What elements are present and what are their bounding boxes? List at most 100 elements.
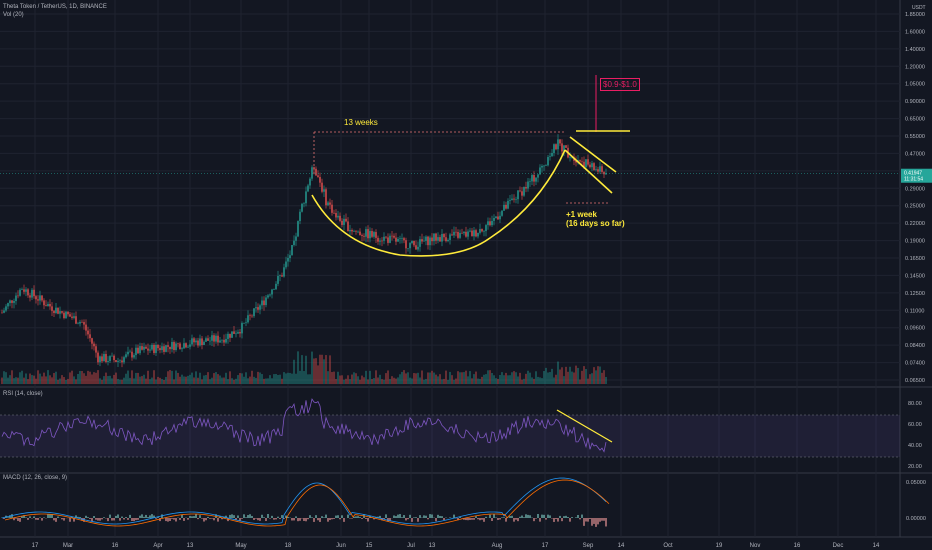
- price-axis-unit: USDT: [912, 5, 926, 11]
- candle-body: [445, 237, 447, 242]
- volume-bar: [7, 377, 9, 384]
- volume-bar: [175, 370, 177, 384]
- volume-bar: [417, 372, 419, 384]
- candle-body: [441, 234, 443, 242]
- candle-body: [219, 340, 221, 343]
- macd-histogram-bar: [151, 514, 153, 518]
- volume-legend: Vol (20): [3, 12, 24, 18]
- volume-bar: [323, 359, 325, 384]
- volume-bar: [215, 372, 217, 384]
- macd-histogram-bar: [169, 518, 171, 522]
- macd-histogram-bar: [225, 515, 227, 518]
- macd-histogram-bar: [49, 514, 51, 518]
- candle-body: [227, 333, 229, 339]
- thirteen-weeks-label: 13 weeks: [344, 118, 378, 127]
- candle-body: [133, 355, 135, 358]
- macd-histogram-bar: [243, 514, 245, 518]
- macd-histogram-bar: [599, 518, 601, 522]
- candle-body: [329, 202, 331, 205]
- macd-histogram-bar: [63, 518, 65, 521]
- candle-body: [285, 261, 287, 268]
- volume-bar: [13, 378, 15, 384]
- candle-body: [163, 346, 165, 352]
- macd-histogram-bar: [53, 518, 55, 521]
- candle-body: [179, 343, 181, 350]
- macd-histogram-bar: [463, 518, 465, 520]
- macd-histogram-bar: [579, 518, 581, 520]
- volume-bar: [603, 370, 605, 384]
- candle-body: [39, 295, 41, 301]
- macd-histogram-bar: [121, 516, 123, 518]
- macd-histogram-bar: [411, 518, 413, 522]
- volume-bar: [303, 371, 305, 384]
- macd-histogram-bar: [569, 518, 571, 522]
- macd-histogram-bar: [203, 518, 205, 522]
- macd-histogram-bar: [519, 516, 521, 518]
- macd-histogram-bar: [193, 516, 195, 518]
- volume-bar: [55, 371, 57, 384]
- macd-histogram-bar: [133, 518, 135, 522]
- candle-body: [253, 308, 255, 317]
- candle-body: [93, 343, 95, 347]
- candle-body: [495, 216, 497, 219]
- volume-bar: [601, 372, 603, 384]
- candle-body: [9, 300, 11, 304]
- volume-bar: [315, 358, 317, 384]
- macd-histogram-bar: [373, 518, 375, 520]
- candle-body: [419, 239, 421, 247]
- macd-histogram-bar: [503, 517, 505, 518]
- candle-body: [539, 167, 541, 175]
- candle-body: [427, 236, 429, 246]
- volume-bar: [149, 379, 151, 384]
- volume-bar: [189, 374, 191, 384]
- volume-bar: [11, 370, 13, 384]
- time-axis-label: 14: [873, 543, 880, 549]
- macd-histogram-bar: [269, 518, 271, 519]
- candle-body: [347, 221, 349, 232]
- macd-histogram-bar: [287, 516, 289, 518]
- candle-body: [47, 304, 49, 307]
- time-axis-label: Dec: [833, 543, 844, 549]
- volume-bar: [305, 355, 307, 384]
- volume-bar: [451, 375, 453, 384]
- volume-bar: [91, 374, 93, 384]
- macd-histogram-bar: [43, 517, 45, 518]
- macd-histogram-bar: [237, 515, 239, 518]
- candle-body: [119, 360, 121, 362]
- volume-bar: [227, 379, 229, 384]
- volume-bar: [5, 372, 7, 384]
- macd-histogram-bar: [441, 516, 443, 518]
- candle-body: [447, 239, 449, 242]
- volume-bar: [473, 374, 475, 384]
- macd-histogram-bar: [593, 518, 595, 524]
- macd-histogram-bar: [565, 515, 567, 518]
- volume-bar: [331, 372, 333, 384]
- candle-body: [129, 351, 131, 353]
- volume-bar: [271, 378, 273, 384]
- volume-bar: [481, 376, 483, 384]
- macd-histogram-bar: [567, 517, 569, 518]
- macd-histogram-bar: [525, 514, 527, 518]
- macd-histogram-bar: [529, 515, 531, 518]
- time-axis-label: 15: [366, 543, 373, 549]
- macd-histogram-bar: [181, 514, 183, 518]
- rsi-divergence-line: [556, 409, 613, 443]
- macd-histogram-bar: [453, 514, 455, 518]
- time-axis-label: 19: [716, 543, 723, 549]
- macd-histogram-bar: [591, 518, 593, 526]
- macd-histogram-bar: [285, 515, 287, 518]
- candle-body: [319, 176, 321, 183]
- current-price-badge: [901, 168, 932, 183]
- macd-histogram-bar: [113, 518, 115, 521]
- candle-body: [369, 231, 371, 239]
- candle-body: [55, 307, 57, 314]
- candle-body: [161, 346, 163, 351]
- volume-bar: [121, 379, 123, 384]
- candle-body: [473, 230, 475, 237]
- macd-histogram-bar: [523, 517, 525, 518]
- volume-bar: [77, 373, 79, 384]
- macd-histogram-bar: [549, 515, 551, 518]
- volume-bar: [447, 379, 449, 384]
- macd-histogram-bar: [589, 518, 591, 520]
